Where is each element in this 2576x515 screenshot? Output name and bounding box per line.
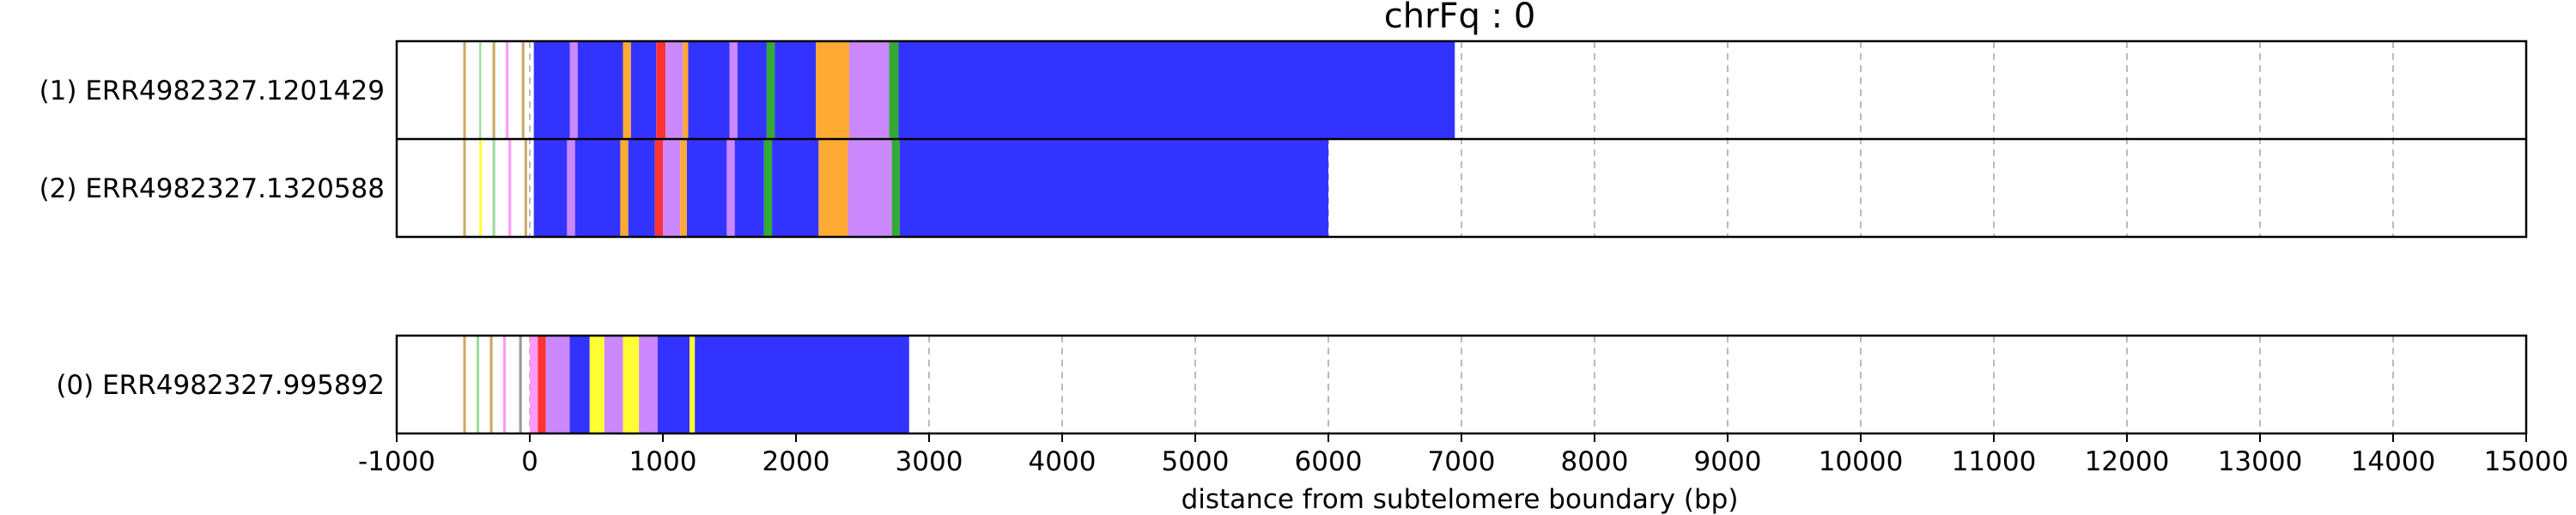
read-segment <box>899 139 1328 237</box>
read-segment <box>816 41 849 139</box>
read-label: (0) ERR4982327.995892 <box>56 370 385 401</box>
x-tick-label: 0 <box>521 446 538 477</box>
read-label: (1) ERR4982327.1201429 <box>39 76 385 106</box>
read-segment <box>463 336 466 433</box>
read-segment <box>463 41 466 139</box>
read-track <box>463 139 1328 237</box>
read-segment <box>818 139 848 237</box>
read-segment <box>849 41 890 139</box>
read-segment <box>726 139 735 237</box>
x-tick-label: 5000 <box>1162 446 1230 477</box>
x-tick-label: 9000 <box>1694 446 1762 477</box>
read-segment <box>663 139 681 237</box>
read-tracks <box>463 41 1455 433</box>
read-segment <box>530 336 538 433</box>
x-tick-label: -1000 <box>358 446 435 477</box>
read-segment <box>657 336 690 433</box>
read-segment <box>695 336 909 433</box>
read-segment <box>665 41 683 139</box>
read-segment <box>623 336 640 433</box>
x-tick-label: 13000 <box>2218 446 2303 477</box>
read-segment <box>479 139 483 237</box>
read-segment <box>577 41 623 139</box>
read-segment <box>479 41 482 139</box>
read-segment <box>737 41 767 139</box>
read-segment <box>763 139 773 237</box>
read-segment <box>766 41 775 139</box>
x-tick-label: 12000 <box>2085 446 2170 477</box>
read-segment <box>775 41 817 139</box>
x-tick-label: 8000 <box>1561 446 1629 477</box>
read-segment <box>630 41 657 139</box>
read-labels: (1) ERR4982327.1201429 (2) ERR4982327.132… <box>39 76 385 401</box>
read-segment <box>628 139 655 237</box>
read-segment <box>623 41 631 139</box>
read-label: (2) ERR4982327.1320588 <box>39 173 385 204</box>
read-segment <box>567 139 575 237</box>
x-tick-label: 14000 <box>2351 446 2436 477</box>
read-segment <box>506 41 509 139</box>
read-segment <box>538 336 546 433</box>
read-segment <box>891 139 900 237</box>
x-tick-label: 10000 <box>1819 446 1904 477</box>
read-segment <box>492 139 495 237</box>
read-segment <box>604 336 623 433</box>
read-segment <box>489 336 493 433</box>
read-segment <box>519 336 522 433</box>
read-segment <box>729 41 738 139</box>
read-segment <box>521 41 525 139</box>
read-segment <box>492 41 495 139</box>
x-tick-label: 1000 <box>629 446 697 477</box>
read-segment <box>688 41 730 139</box>
x-tick-label: 2000 <box>762 446 830 477</box>
read-segment <box>734 139 764 237</box>
read-segment <box>686 139 727 237</box>
x-tick-label: 3000 <box>896 446 963 477</box>
read-segment <box>508 139 512 237</box>
read-segment <box>463 139 466 237</box>
read-segment <box>545 336 570 433</box>
chart-title: chrFq : 0 <box>1384 0 1536 36</box>
read-segment <box>654 139 663 237</box>
x-tick-label: 6000 <box>1295 446 1363 477</box>
read-segment <box>477 336 480 433</box>
read-segment <box>569 41 578 139</box>
read-segment <box>898 41 1455 139</box>
read-segment <box>772 139 819 237</box>
x-tick-label: 15000 <box>2484 446 2569 477</box>
read-segment <box>524 139 527 237</box>
read-segment <box>848 139 892 237</box>
read-segment <box>683 41 689 139</box>
x-axis-ticks: -1000 0 1000 2000 3000 4000 5000 6000 7000 8000 90… <box>358 433 2568 477</box>
read-segment <box>620 139 629 237</box>
read-segment <box>656 41 666 139</box>
x-axis-label: distance from subtelomere boundary (bp) <box>1182 484 1739 515</box>
x-tick-label: 11000 <box>1952 446 2037 477</box>
read-segment <box>680 139 687 237</box>
read-segment <box>503 336 507 433</box>
read-track <box>463 336 909 433</box>
read-segment <box>569 336 590 433</box>
read-segment <box>533 139 568 237</box>
read-segment <box>690 336 696 433</box>
read-segment <box>574 139 621 237</box>
read-segment <box>639 336 658 433</box>
x-tick-label: 4000 <box>1029 446 1097 477</box>
read-segment <box>889 41 899 139</box>
x-tick-label: 7000 <box>1428 446 1496 477</box>
read-segment <box>589 336 605 433</box>
read-segment <box>533 41 570 139</box>
read-track <box>463 41 1455 139</box>
